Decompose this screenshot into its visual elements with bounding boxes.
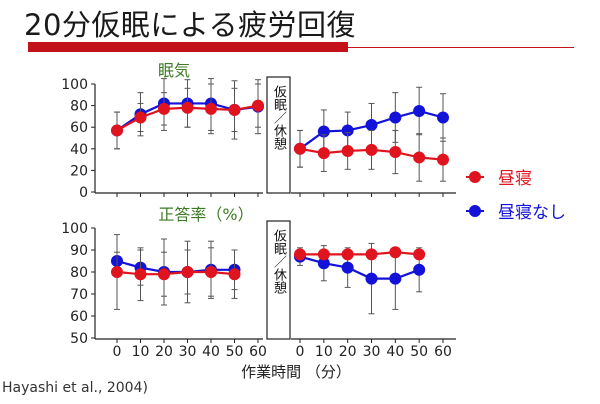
y-tick-label: 50 (70, 331, 88, 347)
divider-box (266, 76, 291, 194)
data-point-no-nap (437, 111, 449, 124)
data-point-nap (294, 142, 306, 155)
data-point-nap (252, 99, 264, 112)
data-point-no-nap (389, 272, 402, 285)
chart-panel-1: 眠気 0 20 40 60 80 100 仮眠／休憩 (61, 61, 456, 201)
divider-label: 仮眠／休憩 (271, 85, 287, 150)
data-point-nap (205, 102, 217, 115)
y-tick-label: 60 (70, 120, 88, 136)
data-point-no-nap (413, 263, 426, 276)
data-point-nap (205, 266, 217, 278)
legend-swatch-no-nap (466, 204, 484, 217)
data-point-no-nap (365, 119, 378, 132)
legend-item-nap: 昼寝 (466, 164, 532, 189)
y-tick-label: 100 (61, 77, 88, 93)
data-point-nap (134, 268, 147, 281)
y-tick-label: 90 (70, 243, 88, 259)
x-tick-label: 30 (179, 344, 197, 360)
citation: Hayashi et al., 2004) (2, 380, 148, 396)
legend-label-no-nap: 昼寝なし (498, 203, 566, 223)
x-tick-label: 50 (226, 344, 244, 360)
x-tick-label: 0 (113, 344, 122, 360)
data-point-nap (181, 101, 194, 114)
data-point-nap (111, 266, 123, 278)
y-tick-label: 80 (70, 265, 88, 281)
data-point-nap (365, 248, 378, 261)
y-tick-label: 80 (70, 99, 88, 115)
x-tick-label: 60 (434, 344, 452, 360)
data-point-nap (389, 146, 402, 159)
data-point-nap (317, 147, 330, 160)
x-tick-label: 20 (339, 344, 357, 360)
divider-box (266, 220, 291, 340)
data-point-nap (413, 151, 426, 164)
x-tick-label: 50 (410, 344, 428, 360)
x-tick-label: 10 (132, 344, 150, 360)
x-tick-label: 30 (363, 344, 381, 360)
divider-label: 仮眠／休憩 (271, 229, 287, 294)
data-point-no-nap (341, 261, 354, 274)
y-tick-label: 0 (79, 185, 88, 201)
data-point-nap (317, 248, 330, 261)
data-point-nap (365, 143, 378, 156)
data-point-nap (111, 124, 123, 137)
slide-title: 20分仮眠による疲労回復 (24, 8, 357, 42)
panel-title: 眠気 (158, 61, 190, 80)
chart-panel-2: 正答率（%） 50 60 70 80 90 100 0 10 20 30 40 50 60 0 10 20 30 4… (61, 205, 456, 360)
y-tick-label: 40 (70, 142, 88, 158)
legend-item-no-nap: 昼寝なし (466, 198, 566, 223)
x-tick-label: 40 (202, 344, 220, 360)
data-point-nap (389, 246, 402, 259)
legend-swatch-nap (466, 170, 484, 183)
y-tick-label: 60 (70, 309, 88, 325)
y-tick-label: 70 (70, 287, 88, 303)
y-tick-label: 100 (61, 221, 88, 237)
legend-label-nap: 昼寝 (498, 169, 532, 189)
data-point-no-nap (413, 105, 426, 117)
x-tick-label: 20 (155, 344, 173, 360)
data-point-nap (158, 268, 170, 281)
data-point-no-nap (365, 272, 378, 285)
data-point-nap (341, 144, 354, 157)
data-point-nap (294, 248, 306, 261)
data-point-nap (413, 248, 426, 261)
series-line-no-nap (299, 255, 420, 280)
data-point-nap (228, 268, 241, 281)
x-tick-label: 0 (296, 344, 305, 360)
panel-title: 正答率（%） (158, 205, 253, 224)
data-point-nap (158, 102, 170, 115)
x-tick-label: 60 (249, 344, 267, 360)
data-point-no-nap (389, 111, 402, 124)
y-tick-label: 20 (70, 163, 88, 179)
data-point-nap (134, 111, 147, 124)
x-tick-label: 10 (315, 344, 333, 360)
x-tick-label: 40 (386, 344, 404, 360)
title-underline-bar (28, 42, 348, 52)
title-underline-rule (348, 47, 574, 48)
x-axis-title: 作業時間 （分） (241, 363, 351, 381)
data-point-nap (181, 266, 194, 278)
data-point-nap (228, 103, 241, 116)
data-point-nap (437, 153, 449, 166)
data-point-nap (341, 248, 354, 261)
